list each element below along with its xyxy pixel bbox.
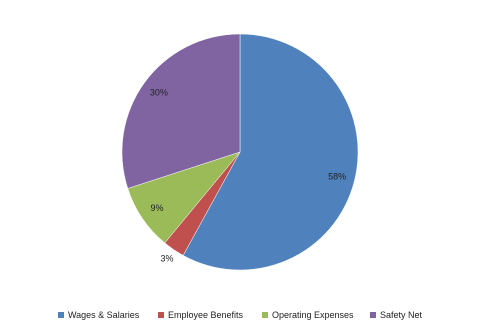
legend-label: Safety Net (380, 310, 423, 320)
pie-slice (182, 33, 359, 271)
legend-swatch (370, 312, 376, 318)
legend-label: Wages & Salaries (68, 310, 140, 320)
pie-slice (121, 33, 241, 189)
legend-label: Employee Benefits (168, 310, 244, 320)
legend-swatch (58, 312, 64, 318)
legend-swatch (158, 312, 164, 318)
data-label: 9% (151, 203, 164, 213)
data-label: 30% (150, 87, 168, 97)
legend-swatch (262, 312, 268, 318)
data-label: 3% (161, 254, 174, 264)
data-label: 58% (328, 171, 346, 181)
legend-label: Operating Expenses (272, 310, 354, 320)
